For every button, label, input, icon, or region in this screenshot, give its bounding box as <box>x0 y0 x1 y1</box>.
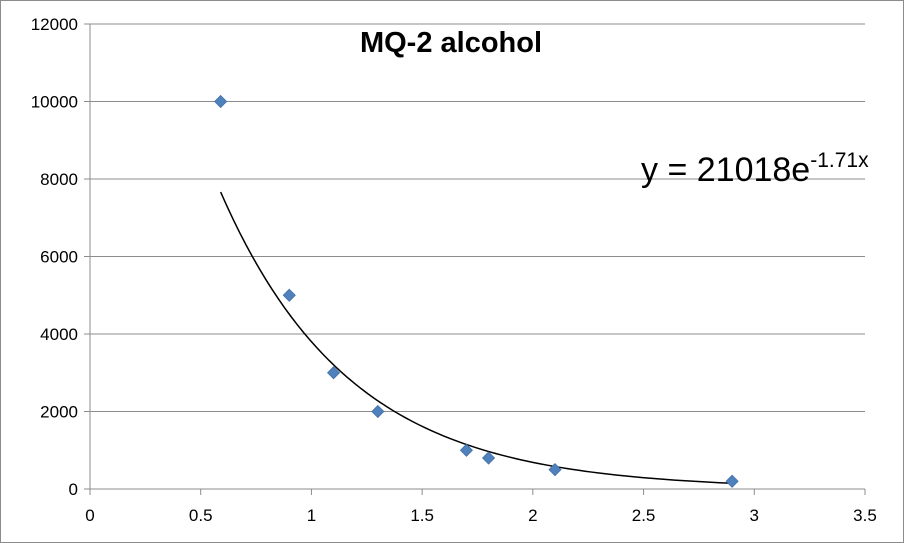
data-point <box>725 474 739 488</box>
y-tick-label: 12000 <box>31 15 78 34</box>
data-point <box>459 443 473 457</box>
x-tick-label: 1.5 <box>410 506 434 525</box>
data-point <box>282 288 296 302</box>
trendline <box>219 191 733 485</box>
x-tick-label: 1 <box>307 506 316 525</box>
y-tick-label: 10000 <box>31 93 78 112</box>
x-tick-label: 2 <box>528 506 537 525</box>
data-point <box>482 451 496 465</box>
y-tick-label: 4000 <box>40 325 78 344</box>
trendline-equation-main: y = 21018e <box>641 151 810 189</box>
data-point <box>548 463 562 477</box>
data-point <box>214 94 228 109</box>
data-point <box>371 404 385 419</box>
y-tick-label: 0 <box>69 480 78 499</box>
y-tick-label: 8000 <box>40 170 78 189</box>
trendline-equation-exponent: -1.71x <box>810 149 869 172</box>
x-tick-label: 0 <box>85 506 94 525</box>
x-tick-label: 3.5 <box>853 506 877 525</box>
x-tick-label: 3 <box>750 506 759 525</box>
x-tick-label: 2.5 <box>632 506 656 525</box>
y-tick-label: 6000 <box>40 248 78 267</box>
grid-lines <box>90 23 865 412</box>
data-points <box>214 94 739 488</box>
trendline-equation: y = 21018e-1.71x <box>641 149 869 189</box>
chart-title: MQ-2 alcohol <box>360 27 542 59</box>
y-tick-label: 2000 <box>40 403 78 422</box>
data-point <box>327 366 341 380</box>
axes <box>84 23 866 495</box>
x-tick-label: 0.5 <box>189 506 213 525</box>
tick-labels: 0 2000 4000 6000 8000 10000 12000 0 0.5 1 1.5 2 2.5 3… <box>31 15 877 525</box>
